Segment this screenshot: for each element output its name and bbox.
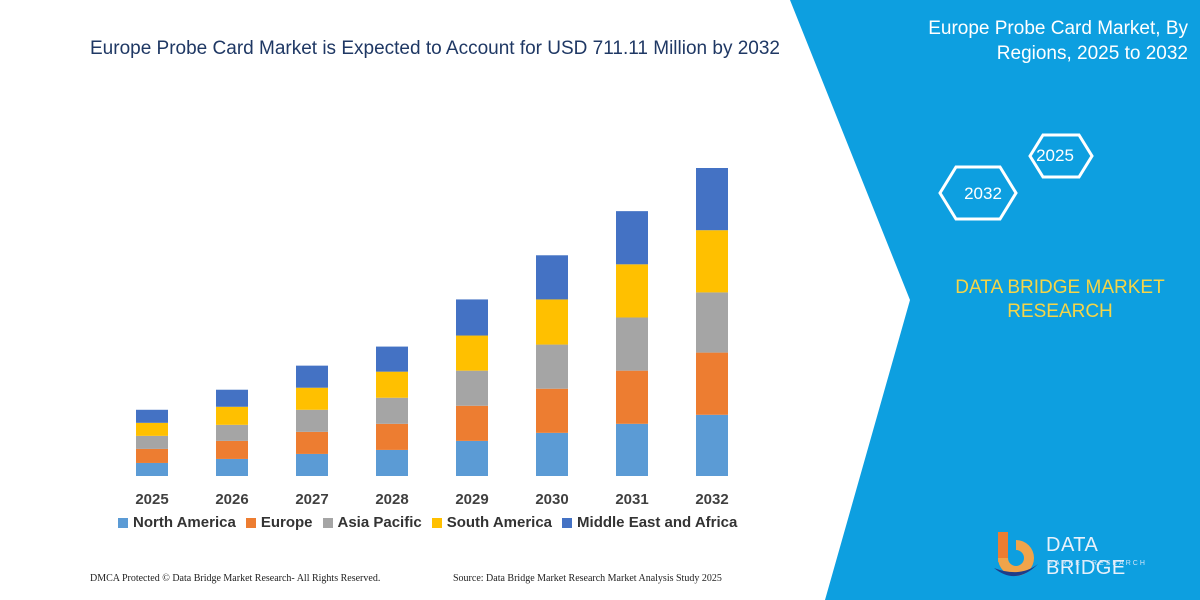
- bar-2025-series-1: [136, 448, 168, 463]
- x-tick-label: 2031: [615, 491, 648, 508]
- bar-2029-series-2: [456, 370, 488, 406]
- bar-2027-series-2: [296, 409, 328, 432]
- bar-2025-series-0: [136, 462, 168, 476]
- bar-2028-series-4: [376, 346, 408, 372]
- hexagon-back-icon: [1028, 133, 1094, 179]
- logo-name: DATA BRIDGE: [1046, 534, 1126, 579]
- bar-2032-series-4: [696, 168, 728, 231]
- legend-swatch: [562, 517, 573, 528]
- bar-2030-series-1: [536, 388, 568, 433]
- logo-subtitle: MARKET RESEARCH: [1047, 560, 1147, 567]
- bar-2030-series-4: [536, 255, 568, 300]
- legend-item: Europe: [245, 514, 313, 531]
- bar-2027-series-4: [296, 365, 328, 388]
- bar-2027-series-3: [296, 387, 328, 410]
- bar-2029-series-4: [456, 299, 488, 336]
- legend-label: Asia Pacific: [337, 514, 422, 531]
- legend-label: North America: [133, 514, 236, 531]
- bar-2029-series-0: [456, 440, 488, 476]
- bar-2031-series-4: [616, 211, 648, 265]
- x-tick-label: 2028: [375, 491, 408, 508]
- legend-label: Middle East and Africa: [577, 514, 738, 531]
- x-tick-label: 2027: [295, 491, 328, 508]
- panel-title: Europe Probe Card Market, By Regions, 20…: [928, 18, 1188, 64]
- bar-2026-series-3: [216, 406, 248, 425]
- bar-2030-series-2: [536, 344, 568, 389]
- legend-swatch: [431, 517, 442, 528]
- bar-2026-series-2: [216, 424, 248, 441]
- bar-2026-series-4: [216, 389, 248, 407]
- bar-2032-series-3: [696, 230, 728, 293]
- legend-label: Europe: [260, 514, 313, 531]
- bar-2030-series-3: [536, 299, 568, 345]
- x-tick-label: 2032: [695, 491, 728, 508]
- bar-2026-series-0: [216, 458, 248, 476]
- bar-2028-series-3: [376, 371, 408, 398]
- x-tick-label: 2029: [455, 491, 488, 508]
- hexagon-year-back: 2025: [1036, 146, 1074, 165]
- bar-2025-series-2: [136, 435, 168, 449]
- bar-2030-series-0: [536, 432, 568, 476]
- x-tick-label: 2030: [535, 491, 568, 508]
- hexagon-front-icon: [938, 165, 1018, 221]
- bar-2031-series-3: [616, 264, 648, 318]
- bar-2029-series-3: [456, 335, 488, 371]
- x-tick-label: 2025: [135, 491, 168, 508]
- chart-title: Europe Probe Card Market is Expected to …: [90, 38, 780, 59]
- hexagon-year-badges: [938, 133, 1094, 221]
- legend-item: North America: [118, 514, 236, 531]
- legend-item: Middle East and Africa: [562, 514, 737, 531]
- bar-2032-series-2: [696, 292, 728, 353]
- stacked-bar-chart: 2025 2026 2027 2028 2029 2030 2031 2032: [135, 168, 729, 508]
- logo-b-icon: [994, 532, 1038, 577]
- source-note: Source: Data Bridge Market Research Mark…: [453, 573, 722, 584]
- legend-swatch: [245, 517, 256, 528]
- bar-2028-series-0: [376, 449, 408, 476]
- bar-2032-series-0: [696, 414, 728, 476]
- data-bridge-logo: DATA BRIDGE MARKET RESEARCH: [990, 528, 1180, 584]
- legend-swatch: [118, 517, 128, 528]
- bar-2031-series-1: [616, 370, 648, 424]
- bar-2029-series-1: [456, 405, 488, 441]
- legend-swatch: [322, 517, 333, 528]
- bar-2026-series-1: [216, 440, 248, 459]
- legend-item: Asia Pacific: [322, 514, 422, 531]
- bar-2028-series-2: [376, 397, 408, 424]
- bar-2032-series-1: [696, 352, 728, 415]
- legend-label: South America: [446, 514, 553, 531]
- bar-2028-series-1: [376, 423, 408, 450]
- bar-2027-series-0: [296, 453, 328, 476]
- brand-text: DATA BRIDGE MARKET RESEARCH: [955, 277, 1165, 322]
- x-tick-label: 2026: [215, 491, 248, 508]
- chart-legend: North America Europe Asia Pacific South Ame…: [118, 514, 778, 531]
- hexagon-year-front: 2032: [964, 184, 1002, 203]
- bar-2027-series-1: [296, 431, 328, 454]
- bar-2031-series-2: [616, 317, 648, 371]
- bar-2025-series-3: [136, 422, 168, 436]
- legend-item: South America: [431, 514, 553, 531]
- copyright-note: DMCA Protected © Data Bridge Market Rese…: [90, 573, 381, 584]
- bar-2031-series-0: [616, 423, 648, 476]
- bar-2025-series-4: [136, 409, 168, 423]
